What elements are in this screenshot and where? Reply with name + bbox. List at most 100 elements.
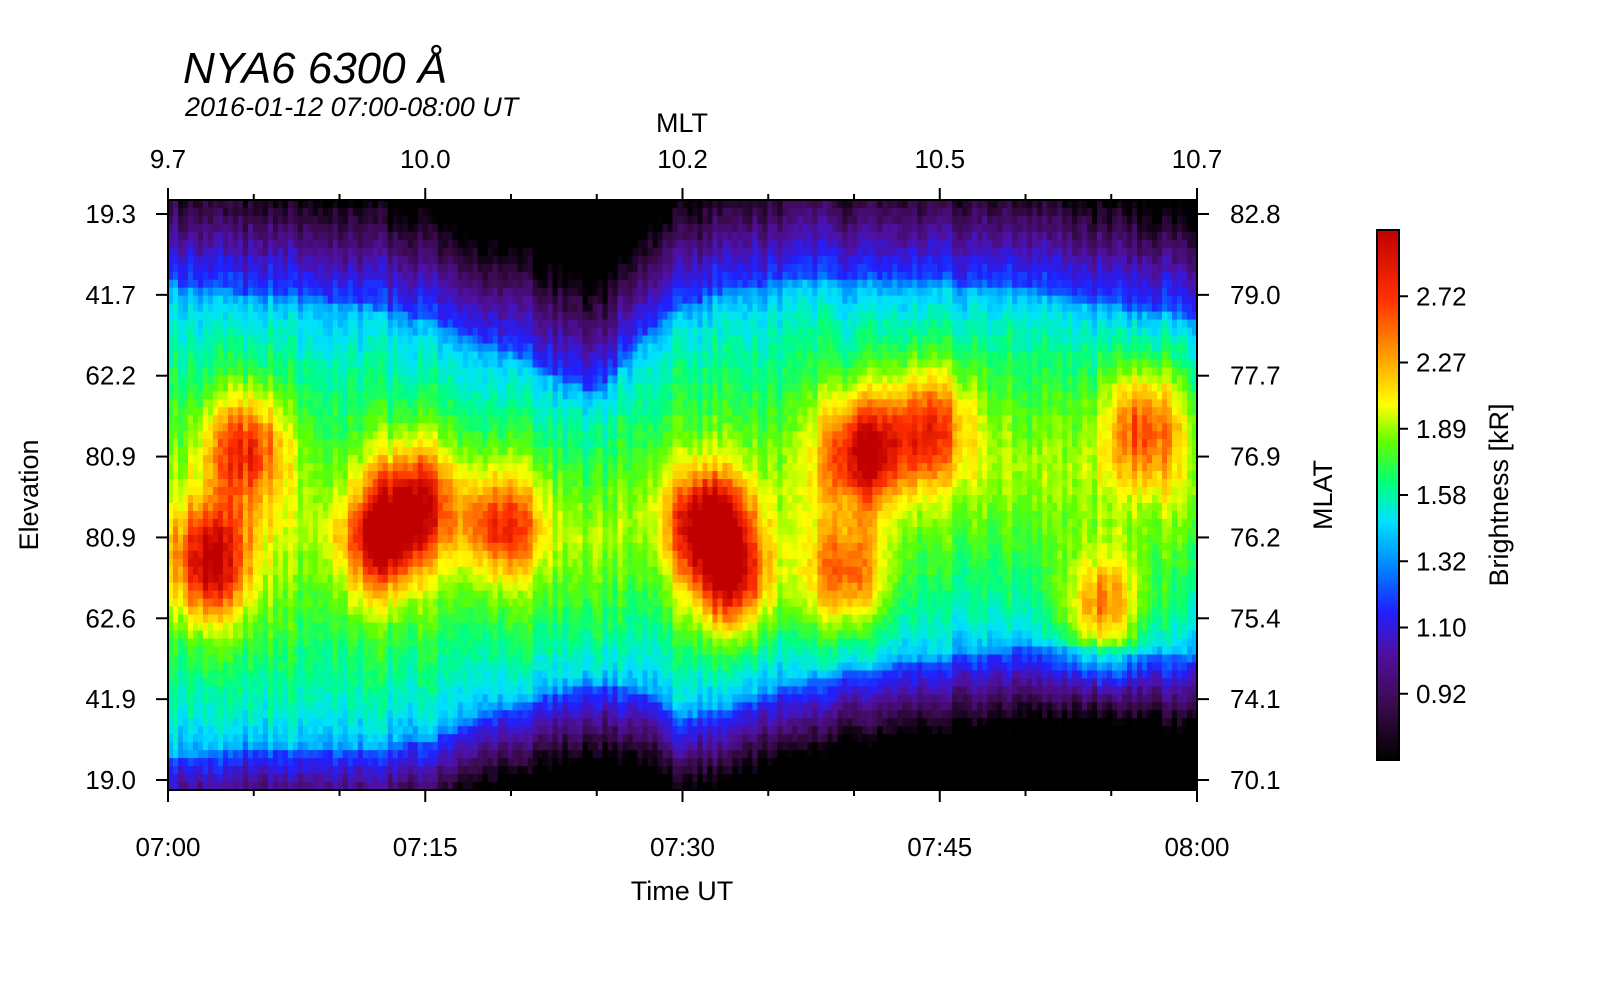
- heatmap-cell: [168, 431, 174, 440]
- heatmap-cell: [202, 630, 209, 640]
- heatmap-cell: [457, 694, 464, 703]
- heatmap-cell: [187, 247, 194, 257]
- heatmap-cell: [467, 215, 474, 225]
- heatmap-cell: [457, 351, 464, 361]
- heatmap-cell: [492, 614, 499, 624]
- heatmap-cell: [402, 614, 409, 624]
- heatmap-cell: [212, 726, 219, 735]
- heatmap-cell: [227, 239, 234, 249]
- heatmap-cell: [332, 311, 339, 321]
- heatmap-cell: [277, 726, 284, 735]
- heatmap-cell: [332, 255, 339, 265]
- heatmap-cell: [467, 407, 474, 416]
- heatmap-cell: [322, 630, 329, 640]
- heatmap-cell: [332, 758, 339, 767]
- heatmap-cell: [257, 774, 264, 783]
- heatmap-cell: [337, 726, 344, 735]
- heatmap-cell: [257, 383, 264, 392]
- heatmap-cell: [467, 598, 474, 608]
- heatmap-cell: [442, 399, 449, 408]
- heatmap-cell: [317, 423, 324, 432]
- heatmap-cell: [382, 375, 389, 384]
- heatmap-cell: [462, 758, 469, 767]
- heatmap-cell: [402, 638, 409, 648]
- heatmap-cell: [202, 439, 209, 448]
- heatmap-cell: [332, 742, 339, 751]
- heatmap-cell: [262, 534, 269, 544]
- heatmap-cell: [222, 694, 229, 703]
- heatmap-cell: [292, 574, 299, 584]
- heatmap-cell: [177, 391, 184, 400]
- heatmap-cell: [197, 590, 204, 600]
- heatmap-cell: [287, 295, 294, 305]
- heatmap-cell: [357, 455, 364, 464]
- heatmap-cell: [397, 207, 404, 217]
- heatmap-cell: [302, 654, 309, 664]
- heatmap-cell: [277, 566, 284, 576]
- heatmap-cell: [277, 271, 284, 281]
- heatmap-cell: [222, 439, 229, 448]
- heatmap-cell: [173, 287, 179, 297]
- heatmap-cell: [312, 247, 319, 257]
- heatmap-cell: [432, 431, 439, 440]
- heatmap-cell: [462, 271, 469, 281]
- heatmap-cell: [432, 574, 439, 584]
- heatmap-cell: [327, 510, 334, 520]
- heatmap-cell: [272, 463, 279, 472]
- heatmap-cell: [222, 758, 229, 767]
- heatmap-cell: [477, 750, 484, 759]
- heatmap-cell: [168, 287, 174, 297]
- heatmap-cell: [232, 670, 239, 679]
- heatmap-cell: [407, 463, 414, 472]
- heatmap-cell: [227, 407, 234, 416]
- heatmap-cell: [252, 566, 259, 576]
- heatmap-cell: [332, 726, 339, 735]
- heatmap-cell: [492, 327, 499, 337]
- heatmap-cell: [242, 207, 249, 217]
- heatmap-cell: [442, 758, 449, 767]
- heatmap-cell: [467, 614, 474, 624]
- heatmap-cell: [377, 407, 384, 416]
- heatmap-cell: [492, 662, 499, 671]
- heatmap-cell: [182, 518, 189, 528]
- heatmap-cell: [317, 502, 324, 512]
- heatmap-cell: [352, 582, 359, 592]
- heatmap-cell: [387, 295, 394, 305]
- heatmap-cell: [332, 606, 339, 616]
- heatmap-cell: [217, 534, 224, 544]
- chart-title: NYA6 6300 Å: [183, 44, 448, 93]
- heatmap-cell: [367, 239, 374, 249]
- heatmap-cell: [307, 487, 314, 496]
- heatmap-cell: [327, 271, 334, 281]
- heatmap-cell: [262, 439, 269, 448]
- heatmap-cell: [237, 207, 244, 217]
- heatmap-cell: [347, 670, 354, 679]
- heatmap-cell: [297, 710, 304, 719]
- heatmap-cell: [437, 590, 444, 600]
- heatmap-cell: [482, 431, 489, 440]
- heatmap-cell: [292, 327, 299, 337]
- heatmap-cell: [182, 534, 189, 544]
- heatmap-cell: [247, 526, 254, 536]
- heatmap-cell: [482, 510, 489, 520]
- heatmap-cell: [252, 582, 259, 592]
- heatmap-cell: [312, 726, 319, 735]
- heatmap-cell: [217, 335, 224, 345]
- heatmap-cell: [332, 327, 339, 337]
- heatmap-cell: [487, 702, 494, 711]
- heatmap-cell: [287, 750, 294, 759]
- heatmap-cell: [302, 279, 309, 289]
- heatmap-cell: [462, 207, 469, 217]
- heatmap-cell: [337, 598, 344, 608]
- heatmap-cell: [477, 479, 484, 488]
- heatmap-cell: [242, 614, 249, 624]
- heatmap-cell: [322, 550, 329, 560]
- heatmap-cell: [173, 455, 179, 464]
- heatmap-cell: [277, 375, 284, 384]
- heatmap-cell: [442, 351, 449, 361]
- heatmap-cell: [177, 319, 184, 329]
- heatmap-cell: [322, 399, 329, 408]
- heatmap-cell: [402, 630, 409, 640]
- heatmap-cell: [173, 279, 179, 289]
- heatmap-cell: [307, 750, 314, 759]
